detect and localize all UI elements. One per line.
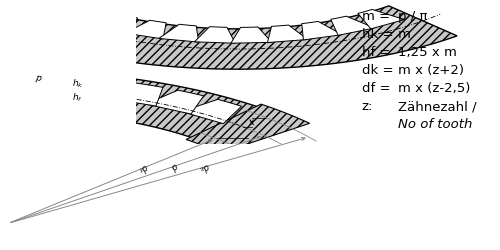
Text: hf =: hf = [362, 46, 390, 59]
Text: $d_k$: $d_k$ [195, 159, 212, 176]
Text: Zähnezahl /: Zähnezahl / [398, 100, 476, 113]
Text: $d_f$: $d_f$ [135, 160, 151, 176]
Polygon shape [68, 78, 120, 100]
Text: hk =: hk = [362, 28, 393, 41]
Text: $h_f$: $h_f$ [72, 92, 83, 104]
Text: No of tooth: No of tooth [398, 118, 472, 131]
Text: $h_k$: $h_k$ [72, 78, 83, 90]
Polygon shape [146, 90, 204, 114]
Polygon shape [186, 104, 310, 153]
Polygon shape [302, 22, 342, 40]
Polygon shape [182, 100, 242, 124]
Text: m =: m = [362, 10, 390, 23]
Text: m x (z-2,5): m x (z-2,5) [398, 82, 470, 95]
Text: $p$: $p$ [34, 74, 43, 86]
Text: z:: z: [362, 100, 373, 113]
Polygon shape [194, 27, 235, 43]
Polygon shape [18, 6, 457, 69]
Text: p / π: p / π [398, 10, 428, 23]
Polygon shape [268, 25, 308, 42]
Text: df =: df = [362, 82, 390, 95]
Text: m x (z+2): m x (z+2) [398, 64, 464, 77]
Text: m: m [398, 28, 411, 41]
Polygon shape [358, 10, 405, 29]
Text: $d$: $d$ [168, 160, 181, 173]
Polygon shape [330, 16, 374, 35]
Polygon shape [93, 15, 138, 34]
Text: 1,25 x m: 1,25 x m [398, 46, 457, 59]
Polygon shape [231, 27, 272, 43]
Polygon shape [108, 83, 163, 106]
Polygon shape [8, 68, 76, 116]
Polygon shape [159, 24, 199, 42]
Polygon shape [125, 20, 166, 39]
Polygon shape [48, 72, 266, 140]
Polygon shape [28, 75, 80, 95]
Text: dk =: dk = [362, 64, 393, 77]
